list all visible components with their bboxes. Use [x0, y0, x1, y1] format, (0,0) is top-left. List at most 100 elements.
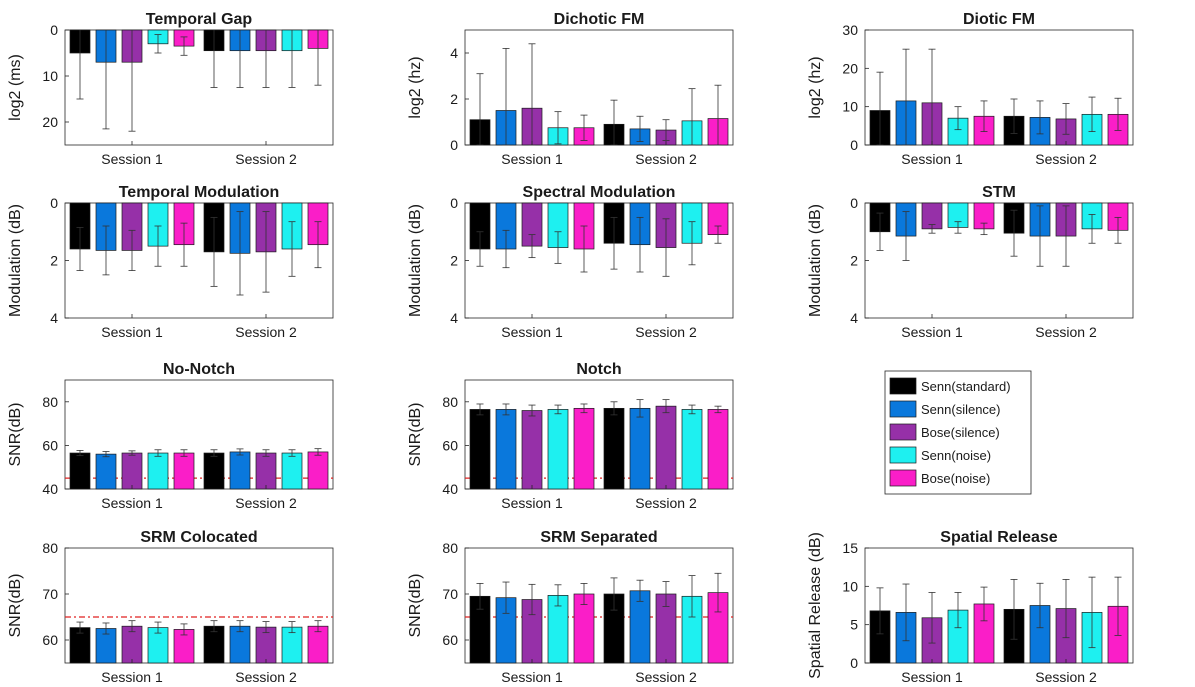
y-tick-label: 80: [42, 394, 58, 410]
y-tick-label: 70: [442, 586, 458, 602]
y-tick-label: 80: [42, 540, 58, 556]
error-bar-Senn(silence)-Session 2: [236, 448, 244, 456]
panel-diotic-fm: Session 1 Session 2 0 10 20 30 Diotic FM log2 (…: [807, 11, 1134, 167]
error-bar-Bose(noise)-Session 2: [1114, 216, 1122, 244]
error-bar-Senn(standard)-Session 2: [1010, 209, 1018, 257]
error-bar-Senn(noise)-Session 2: [1088, 96, 1096, 132]
y-tick-label: 20: [842, 60, 858, 76]
error-bar-Senn(silence)-Session 2: [636, 399, 644, 418]
y-tick-label: 30: [842, 22, 858, 38]
y-axis-label: Modulation (dB): [807, 204, 824, 317]
panel-dichotic-fm: Session 1 Session 2 0 2 4 Dichotic FM log2 (hz…: [407, 11, 734, 167]
error-bar-Senn(noise)-Session 2: [288, 30, 296, 88]
error-bar-Senn(noise)-Session 2: [1088, 214, 1096, 244]
legend-swatch: [889, 400, 917, 418]
error-bar-Bose(silence)-Session 2: [1062, 205, 1070, 267]
y-axis-label: Modulation (dB): [7, 204, 24, 317]
panel-title: Spectral Modulation: [523, 184, 676, 201]
y-tick-label: 60: [42, 437, 58, 453]
error-bar-Senn(silence)-Session 2: [1036, 100, 1044, 135]
x-tick-label: Session 1: [101, 324, 163, 340]
error-bar-Senn(noise)-Session 1: [554, 231, 562, 264]
y-tick-label: 60: [442, 437, 458, 453]
y-tick-label: 5: [850, 617, 858, 633]
error-bar-Senn(noise)-Session 1: [154, 225, 162, 267]
legend-swatch: [889, 469, 917, 487]
error-bar-Senn(noise)-Session 1: [554, 404, 562, 415]
y-tick-label: 2: [850, 253, 858, 269]
error-bar-Bose(silence)-Session 2: [662, 399, 670, 414]
error-bar-Senn(noise)-Session 2: [688, 575, 696, 618]
error-bar-Bose(silence)-Session 2: [662, 119, 670, 141]
error-bar-Senn(silence)-Session 1: [502, 581, 510, 614]
x-tick-label: Session 1: [101, 151, 163, 167]
error-bar-Senn(standard)-Session 1: [476, 73, 484, 146]
error-bar-Senn(standard)-Session 1: [876, 71, 884, 146]
error-bar-Senn(standard)-Session 1: [476, 583, 484, 610]
bar-Senn(silence)-Session 1: [95, 453, 117, 490]
error-bar-Senn(standard)-Session 2: [610, 99, 618, 146]
error-bar-Senn(noise)-Session 2: [288, 221, 296, 277]
bar-Senn(silence)-Session 2: [629, 407, 651, 490]
y-tick-label: 2: [50, 253, 58, 269]
x-tick-label: Session 1: [501, 495, 563, 511]
panel-title: Notch: [576, 361, 621, 378]
y-tick-label: 20: [42, 114, 58, 130]
error-bar-Bose(noise)-Session 1: [180, 222, 188, 267]
panel-stm: Session 1 Session 2 0 2 4 STM Modulation (dB): [807, 184, 1134, 340]
y-tick-label: 2: [450, 91, 458, 107]
error-bar-Bose(noise)-Session 1: [180, 623, 188, 636]
error-bar-Senn(noise)-Session 2: [288, 449, 296, 457]
error-bar-Senn(noise)-Session 2: [688, 404, 696, 415]
x-tick-label: Session 1: [901, 669, 963, 685]
error-bar-Senn(standard)-Session 1: [876, 587, 884, 635]
bar-Senn(standard)-Session 1: [69, 452, 91, 490]
bar-Bose(silence)-Session 1: [121, 452, 143, 490]
legend-label: Senn(silence): [921, 402, 1001, 417]
panel-temporal-modulation: Session 1 Session 2 0 2 4 Temporal Modulation…: [7, 184, 334, 340]
error-bar-Senn(standard)-Session 1: [476, 403, 484, 416]
bar-Bose(silence)-Session 2: [255, 452, 277, 490]
error-bar-Bose(silence)-Session 1: [128, 620, 136, 633]
bar-Senn(noise)-Session 1: [547, 409, 569, 490]
x-tick-label: Session 2: [235, 669, 297, 685]
error-bar-Senn(standard)-Session 2: [610, 577, 618, 611]
y-tick-label: 70: [42, 586, 58, 602]
y-tick-label: 80: [442, 394, 458, 410]
y-tick-label: 60: [442, 632, 458, 648]
error-bar-Senn(silence)-Session 1: [902, 583, 910, 642]
error-bar-Bose(silence)-Session 2: [1062, 103, 1070, 135]
error-bar-Bose(silence)-Session 2: [262, 30, 270, 88]
bar-Senn(noise)-Session 1: [147, 452, 169, 490]
y-axis-label: Modulation (dB): [407, 204, 424, 317]
panel-notch: Session 1 Session 2 40 60 80 Notch SNR(dB): [407, 361, 734, 511]
y-tick-label: 40: [442, 481, 458, 497]
y-tick-label: 10: [842, 578, 858, 594]
error-bar-Senn(noise)-Session 2: [288, 621, 296, 634]
y-tick-label: 80: [442, 540, 458, 556]
panel-title: SRM Colocated: [140, 529, 257, 546]
error-bar-Senn(silence)-Session 1: [102, 30, 110, 130]
error-bar-Senn(silence)-Session 2: [236, 30, 244, 88]
x-tick-label: Session 1: [101, 669, 163, 685]
bar-Senn(noise)-Session 2: [281, 452, 303, 490]
error-bar-Senn(standard)-Session 2: [1010, 98, 1018, 134]
bar-Bose(noise)-Session 1: [173, 452, 195, 490]
error-bar-Senn(standard)-Session 1: [76, 227, 84, 271]
x-tick-label: Session 2: [635, 151, 697, 167]
error-bar-Bose(silence)-Session 2: [262, 449, 270, 457]
y-tick-label: 10: [842, 99, 858, 115]
error-bar-Senn(silence)-Session 1: [102, 225, 110, 276]
y-tick-label: 0: [450, 195, 458, 211]
error-bar-Senn(standard)-Session 2: [210, 30, 218, 88]
error-bar-Senn(standard)-Session 2: [210, 216, 218, 287]
legend-swatch: [889, 446, 917, 464]
error-bar-Senn(standard)-Session 2: [610, 401, 618, 416]
y-tick-label: 4: [850, 310, 858, 326]
error-bar-Senn(noise)-Session 1: [554, 111, 562, 145]
error-bar-Bose(silence)-Session 1: [528, 583, 536, 616]
y-tick-label: 15: [842, 540, 858, 556]
error-bar-Bose(silence)-Session 1: [128, 30, 136, 132]
error-bar-Senn(noise)-Session 1: [954, 221, 962, 234]
